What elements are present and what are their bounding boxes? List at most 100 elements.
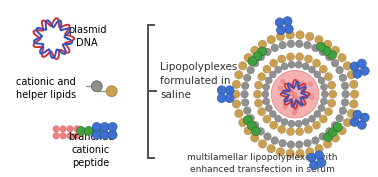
Circle shape xyxy=(244,127,252,135)
Circle shape xyxy=(292,92,296,97)
Circle shape xyxy=(339,107,347,114)
Circle shape xyxy=(321,91,328,98)
Circle shape xyxy=(53,126,59,132)
Circle shape xyxy=(295,79,299,84)
Circle shape xyxy=(292,92,296,96)
Circle shape xyxy=(106,86,117,97)
Circle shape xyxy=(287,53,294,61)
Circle shape xyxy=(251,46,259,55)
Circle shape xyxy=(279,86,283,90)
Circle shape xyxy=(288,120,295,127)
Circle shape xyxy=(247,121,256,130)
Circle shape xyxy=(313,59,321,67)
Circle shape xyxy=(91,81,102,92)
Circle shape xyxy=(74,126,80,132)
Circle shape xyxy=(279,41,287,49)
Circle shape xyxy=(259,40,267,48)
Circle shape xyxy=(235,71,243,79)
Circle shape xyxy=(84,126,93,135)
Circle shape xyxy=(225,94,234,103)
Circle shape xyxy=(336,66,343,74)
Circle shape xyxy=(232,100,240,108)
Circle shape xyxy=(271,44,279,52)
Circle shape xyxy=(251,59,259,67)
Circle shape xyxy=(313,121,321,129)
Circle shape xyxy=(308,66,316,73)
Circle shape xyxy=(319,48,327,56)
Circle shape xyxy=(76,126,85,135)
Text: branched
cationic
peptide: branched cationic peptide xyxy=(68,132,114,168)
Circle shape xyxy=(267,36,275,44)
Circle shape xyxy=(253,90,261,98)
Circle shape xyxy=(341,82,349,90)
Circle shape xyxy=(60,133,66,139)
Circle shape xyxy=(281,79,285,84)
Circle shape xyxy=(328,50,337,59)
Circle shape xyxy=(331,134,339,142)
Circle shape xyxy=(331,121,339,129)
Circle shape xyxy=(293,99,297,103)
Circle shape xyxy=(232,80,240,88)
Circle shape xyxy=(263,84,270,91)
Circle shape xyxy=(325,53,333,61)
Circle shape xyxy=(305,55,312,63)
Circle shape xyxy=(341,99,349,106)
Circle shape xyxy=(305,32,314,41)
Circle shape xyxy=(324,73,332,81)
Circle shape xyxy=(251,134,259,142)
Circle shape xyxy=(314,71,321,78)
Circle shape xyxy=(74,133,80,139)
Circle shape xyxy=(247,115,254,122)
Circle shape xyxy=(315,36,323,44)
Circle shape xyxy=(338,127,346,135)
Circle shape xyxy=(294,107,298,111)
Circle shape xyxy=(108,130,117,139)
Circle shape xyxy=(296,128,304,136)
Circle shape xyxy=(243,116,252,124)
Circle shape xyxy=(353,110,362,119)
Circle shape xyxy=(259,140,267,148)
Circle shape xyxy=(287,141,295,148)
Circle shape xyxy=(289,90,293,95)
Circle shape xyxy=(267,144,275,153)
Circle shape xyxy=(241,90,248,98)
Circle shape xyxy=(286,149,294,158)
Circle shape xyxy=(258,73,266,81)
Circle shape xyxy=(319,65,327,73)
Circle shape xyxy=(257,53,265,61)
Circle shape xyxy=(271,70,319,118)
Circle shape xyxy=(248,57,257,66)
Circle shape xyxy=(324,108,332,116)
Circle shape xyxy=(288,61,295,68)
Circle shape xyxy=(287,40,295,48)
Circle shape xyxy=(360,113,369,122)
Circle shape xyxy=(304,139,311,147)
Circle shape xyxy=(296,40,303,48)
Circle shape xyxy=(318,105,325,112)
Circle shape xyxy=(314,151,324,160)
Circle shape xyxy=(319,133,327,140)
Circle shape xyxy=(308,82,313,86)
Circle shape xyxy=(251,127,260,136)
Circle shape xyxy=(92,122,101,131)
Circle shape xyxy=(331,59,339,67)
Circle shape xyxy=(331,46,339,55)
Circle shape xyxy=(284,24,293,33)
Circle shape xyxy=(333,123,342,132)
Circle shape xyxy=(311,137,319,144)
Circle shape xyxy=(262,91,269,98)
Circle shape xyxy=(264,48,271,56)
Circle shape xyxy=(270,59,278,67)
Circle shape xyxy=(284,104,288,109)
Circle shape xyxy=(350,80,358,88)
Circle shape xyxy=(264,133,271,140)
Text: plasmid
DNA: plasmid DNA xyxy=(68,25,106,48)
Circle shape xyxy=(350,118,359,126)
Circle shape xyxy=(360,66,369,75)
Circle shape xyxy=(217,86,226,95)
Circle shape xyxy=(311,44,319,52)
Circle shape xyxy=(243,74,251,82)
Circle shape xyxy=(287,128,294,136)
Circle shape xyxy=(300,81,305,86)
Circle shape xyxy=(342,90,349,98)
